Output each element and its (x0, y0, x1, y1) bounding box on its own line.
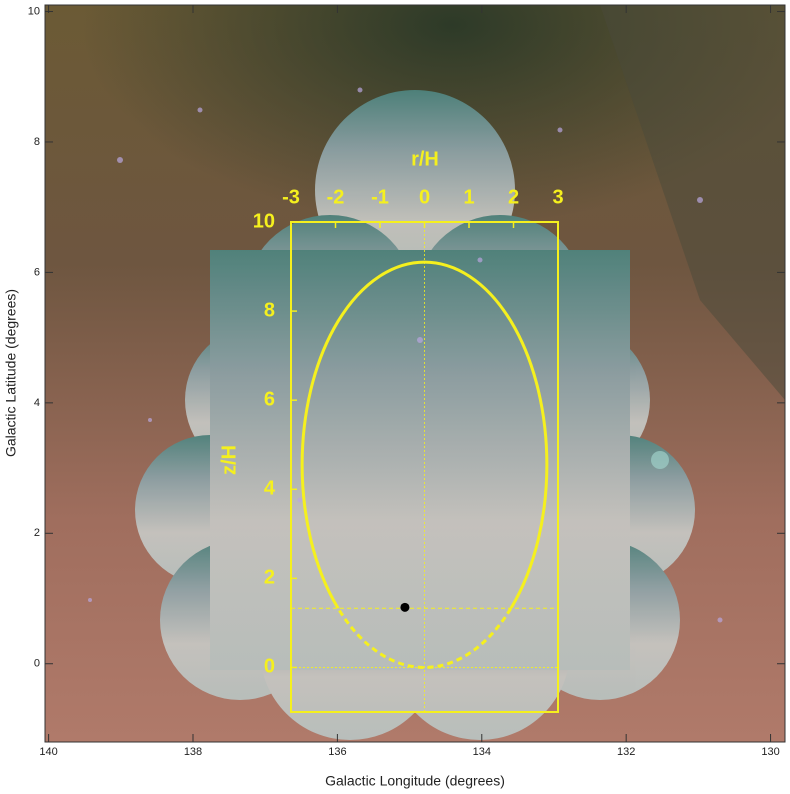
overlay-x-tick-label: -1 (371, 186, 389, 208)
x-tick-label: 130 (761, 746, 779, 758)
x-tick-label: 138 (184, 746, 202, 758)
overlay-y-tick-label: 6 (264, 388, 275, 410)
overlay-y-tick-label: 8 (264, 299, 275, 321)
overlay-x-tick-label: 2 (508, 186, 519, 208)
overlay-x-label: r/H (411, 148, 439, 170)
sky-image (45, 5, 785, 742)
overlay-x-tick-label: -2 (327, 186, 345, 208)
overlay-x-tick-label: 1 (463, 186, 474, 208)
x-tick-label: 136 (328, 746, 346, 758)
y-tick-label: 0 (34, 658, 40, 670)
y-tick-label: 6 (34, 266, 40, 278)
x-tick-label: 140 (39, 746, 57, 758)
overlay-x-tick-label: 3 (552, 186, 563, 208)
overlay-y-tick-label: 2 (264, 567, 275, 589)
x-tick-label: 134 (473, 746, 491, 758)
y-tick-label: 2 (34, 527, 40, 539)
marker (400, 602, 410, 612)
overlay-y-tick-label: 10 (253, 210, 275, 232)
x-axis-label: Galactic Longitude (degrees) (325, 773, 505, 789)
overlay-x-tick-label: 0 (419, 186, 430, 208)
x-tick-label: 132 (617, 746, 635, 758)
overlay-x-tick-label: -3 (282, 186, 300, 208)
y-tick-label: 8 (34, 136, 40, 148)
y-tick-label: 4 (34, 397, 40, 409)
overlay-y-tick-label: 4 (264, 478, 276, 500)
y-axis-label: Galactic Latitude (degrees) (3, 289, 19, 457)
overlay-y-tick-label: 0 (264, 656, 275, 678)
ellipse (300, 260, 549, 609)
overlay-y-label: z/H (218, 445, 240, 475)
y-tick-label: 10 (28, 5, 40, 17)
plot-frame (44, 4, 786, 743)
